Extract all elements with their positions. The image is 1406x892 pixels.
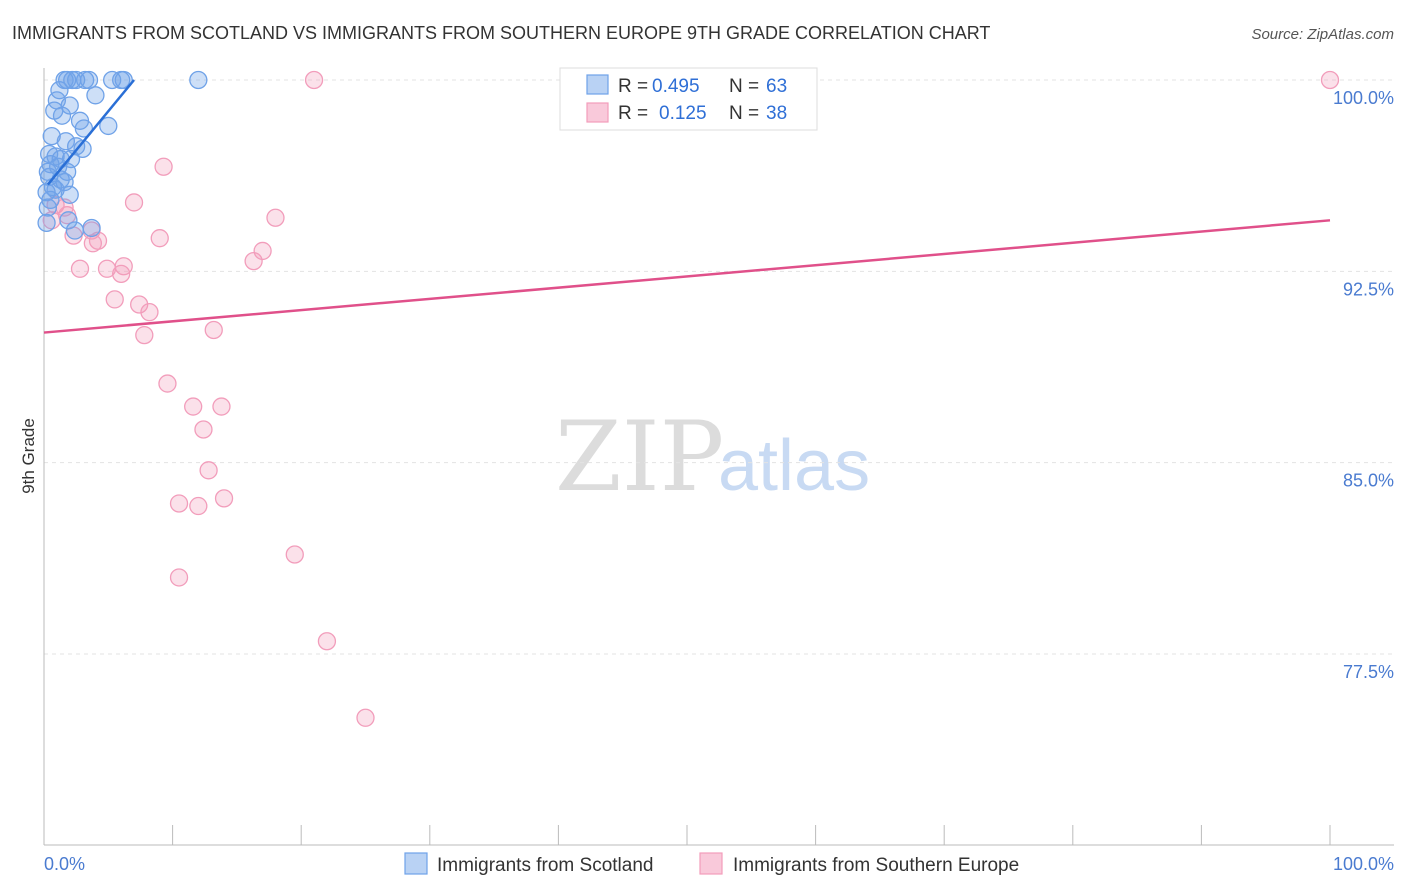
series-legend-label-scotland: Immigrants from Scotland xyxy=(437,855,653,876)
y-tick-label: 100.0% xyxy=(1333,88,1394,108)
point-scotland xyxy=(52,106,72,125)
trend-line-southern-europe xyxy=(43,219,1331,334)
point-southern-europe xyxy=(356,708,375,727)
point-southern-europe xyxy=(285,545,304,564)
point-southern-europe xyxy=(253,241,272,261)
point-southern-europe xyxy=(135,325,154,345)
legend-r-value-southern-europe: 0.125 xyxy=(659,103,707,124)
point-southern-europe xyxy=(212,397,231,416)
trend-lines xyxy=(43,79,1331,334)
point-scotland xyxy=(99,116,118,136)
gridlines xyxy=(44,79,1394,655)
point-scotland xyxy=(65,221,85,240)
chart-source: Source: ZipAtlas.com xyxy=(1251,26,1394,43)
y-tick-label: 77.5% xyxy=(1343,662,1394,682)
point-scotland xyxy=(82,218,101,238)
series-legend-label-southern-europe: Immigrants from Southern Europe xyxy=(733,855,1019,876)
legend-swatch-scotland xyxy=(586,74,609,95)
series-legend-swatch-scotland xyxy=(404,852,428,875)
point-scotland xyxy=(59,211,78,230)
point-scotland xyxy=(79,70,99,90)
point-southern-europe xyxy=(317,632,337,651)
point-scotland xyxy=(73,139,92,159)
x-axis-ticks xyxy=(172,825,1331,845)
point-scotland xyxy=(74,119,94,138)
scatter-points xyxy=(37,70,1340,727)
point-southern-europe xyxy=(244,251,263,271)
point-scotland xyxy=(114,70,133,90)
legend-n-value-southern-europe: 38 xyxy=(766,103,787,124)
point-southern-europe xyxy=(97,259,117,278)
legend-swatch-southern-europe xyxy=(586,102,609,123)
point-southern-europe xyxy=(169,568,189,587)
x-tick-label-left: 0.0% xyxy=(44,854,85,874)
watermark-atlas: atlas xyxy=(718,426,870,506)
point-southern-europe xyxy=(154,157,173,176)
point-southern-europe xyxy=(130,295,149,314)
point-scotland xyxy=(60,185,79,204)
legend-n-label-southern-europe: N = xyxy=(729,103,759,124)
point-scotland xyxy=(189,70,208,90)
trend-line-scotland xyxy=(46,79,135,186)
x-tick-label-right: 100.0% xyxy=(1333,854,1394,874)
point-scotland xyxy=(37,213,56,233)
point-southern-europe xyxy=(1320,70,1340,90)
point-scotland xyxy=(42,126,61,146)
point-southern-europe xyxy=(169,494,189,513)
y-tick-label: 92.5% xyxy=(1343,279,1394,299)
y-axis-label: 9th Grade xyxy=(19,418,38,494)
point-southern-europe xyxy=(266,208,285,227)
watermark-zip: ZIP xyxy=(555,401,724,513)
y-axis-tick-labels: 100.0% 92.5% 85.0% 77.5% xyxy=(1333,88,1394,682)
legend-n-value-scotland: 63 xyxy=(766,76,787,97)
series-legend: Immigrants from Scotland Immigrants from… xyxy=(404,852,1019,876)
point-southern-europe xyxy=(189,496,208,516)
point-southern-europe xyxy=(214,489,234,508)
point-southern-europe xyxy=(105,290,124,309)
series-legend-swatch-southern-europe xyxy=(699,852,723,875)
axes xyxy=(43,68,1394,846)
point-southern-europe xyxy=(83,234,103,253)
point-southern-europe xyxy=(124,193,144,212)
legend-r-label-scotland: R = xyxy=(618,76,648,97)
point-southern-europe xyxy=(70,259,90,278)
stats-legend: R = 0.495 N = 63 R = 0.125 N = 38 xyxy=(559,67,818,131)
point-southern-europe xyxy=(150,229,169,248)
point-southern-europe xyxy=(112,264,131,284)
watermark: ZIP atlas xyxy=(555,401,870,513)
legend-r-label-southern-europe: R = xyxy=(618,103,648,124)
legend-n-label-scotland: N = xyxy=(729,76,759,97)
point-southern-europe xyxy=(194,420,213,439)
y-tick-label: 85.0% xyxy=(1343,471,1394,491)
point-southern-europe xyxy=(184,397,203,416)
point-southern-europe xyxy=(304,70,324,90)
point-scotland xyxy=(86,86,105,105)
legend-r-value-scotland: 0.495 xyxy=(652,76,700,97)
point-southern-europe xyxy=(140,303,159,322)
point-scotland xyxy=(38,198,58,217)
point-scotland xyxy=(76,70,95,90)
point-southern-europe xyxy=(204,320,223,340)
point-southern-europe xyxy=(199,461,218,480)
point-scotland xyxy=(56,132,76,151)
point-southern-europe xyxy=(158,374,177,393)
chart-title: IMMIGRANTS FROM SCOTLAND VS IMMIGRANTS F… xyxy=(12,23,990,43)
